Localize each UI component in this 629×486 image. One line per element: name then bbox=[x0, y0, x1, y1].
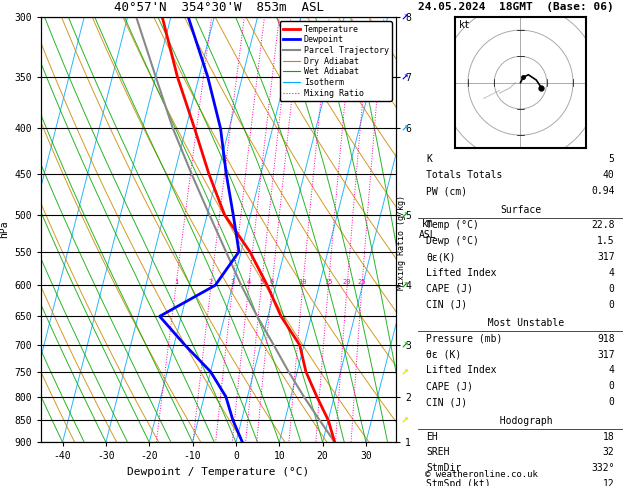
Text: →: → bbox=[398, 364, 413, 379]
Text: kt: kt bbox=[459, 19, 470, 30]
Text: 4: 4 bbox=[609, 268, 615, 278]
Text: 1: 1 bbox=[174, 279, 178, 285]
Text: Totals Totals: Totals Totals bbox=[426, 170, 503, 180]
Text: 4: 4 bbox=[247, 279, 251, 285]
Text: 317: 317 bbox=[597, 252, 615, 262]
Text: 25: 25 bbox=[358, 279, 366, 285]
Text: Mixing Ratio (g/kg): Mixing Ratio (g/kg) bbox=[397, 195, 406, 291]
Legend: Temperature, Dewpoint, Parcel Trajectory, Dry Adiabat, Wet Adiabat, Isotherm, Mi: Temperature, Dewpoint, Parcel Trajectory… bbox=[280, 21, 392, 101]
Text: 22.8: 22.8 bbox=[591, 221, 615, 230]
Text: 0: 0 bbox=[609, 284, 615, 294]
X-axis label: Dewpoint / Temperature (°C): Dewpoint / Temperature (°C) bbox=[128, 467, 309, 477]
Text: →: → bbox=[398, 338, 413, 352]
Text: Temp (°C): Temp (°C) bbox=[426, 221, 479, 230]
Text: θε(K): θε(K) bbox=[426, 252, 456, 262]
Text: 24.05.2024  18GMT  (Base: 06): 24.05.2024 18GMT (Base: 06) bbox=[418, 2, 614, 12]
Text: SREH: SREH bbox=[426, 448, 450, 457]
Text: StmSpd (kt): StmSpd (kt) bbox=[426, 479, 491, 486]
Text: →: → bbox=[398, 69, 413, 84]
Text: Hodograph: Hodograph bbox=[488, 416, 553, 426]
Text: PW (cm): PW (cm) bbox=[426, 186, 467, 196]
Text: CIN (J): CIN (J) bbox=[426, 397, 467, 407]
Text: Pressure (mb): Pressure (mb) bbox=[426, 334, 503, 344]
Text: EH: EH bbox=[426, 432, 438, 441]
Text: 0: 0 bbox=[609, 299, 615, 310]
Text: Lifted Index: Lifted Index bbox=[426, 268, 497, 278]
Text: →: → bbox=[398, 208, 413, 222]
Text: Most Unstable: Most Unstable bbox=[476, 318, 565, 328]
Text: Lifted Index: Lifted Index bbox=[426, 365, 497, 376]
Text: 5: 5 bbox=[609, 154, 615, 164]
Text: 6: 6 bbox=[270, 279, 274, 285]
Text: 15: 15 bbox=[324, 279, 333, 285]
Title: 40°57'N  354°30'W  853m  ASL: 40°57'N 354°30'W 853m ASL bbox=[114, 1, 323, 15]
Text: 4: 4 bbox=[609, 365, 615, 376]
Text: 918: 918 bbox=[597, 334, 615, 344]
Text: 12: 12 bbox=[603, 479, 615, 486]
Text: 18: 18 bbox=[603, 432, 615, 441]
Text: 10: 10 bbox=[299, 279, 307, 285]
Text: →: → bbox=[398, 121, 413, 136]
Text: 0.94: 0.94 bbox=[591, 186, 615, 196]
Text: CAPE (J): CAPE (J) bbox=[426, 382, 474, 391]
Text: →: → bbox=[398, 413, 413, 427]
Text: 32: 32 bbox=[603, 448, 615, 457]
Text: K: K bbox=[426, 154, 432, 164]
Text: 0: 0 bbox=[609, 397, 615, 407]
Text: StmDir: StmDir bbox=[426, 464, 462, 473]
Text: →: → bbox=[398, 10, 413, 24]
Text: 1.5: 1.5 bbox=[597, 236, 615, 246]
Text: CIN (J): CIN (J) bbox=[426, 299, 467, 310]
Text: 5: 5 bbox=[259, 279, 264, 285]
Y-axis label: hPa: hPa bbox=[0, 221, 9, 239]
Text: 332°: 332° bbox=[591, 464, 615, 473]
Text: 3: 3 bbox=[231, 279, 235, 285]
Text: © weatheronline.co.uk: © weatheronline.co.uk bbox=[425, 469, 537, 479]
Text: CAPE (J): CAPE (J) bbox=[426, 284, 474, 294]
Text: θε (K): θε (K) bbox=[426, 349, 462, 360]
Text: Dewp (°C): Dewp (°C) bbox=[426, 236, 479, 246]
Y-axis label: km
ASL: km ASL bbox=[419, 219, 437, 241]
Text: 317: 317 bbox=[597, 349, 615, 360]
Text: Surface: Surface bbox=[500, 205, 541, 215]
Text: 40: 40 bbox=[603, 170, 615, 180]
Text: 2: 2 bbox=[209, 279, 213, 285]
Text: 20: 20 bbox=[343, 279, 352, 285]
Text: →: → bbox=[398, 278, 413, 293]
Text: 0: 0 bbox=[609, 382, 615, 391]
